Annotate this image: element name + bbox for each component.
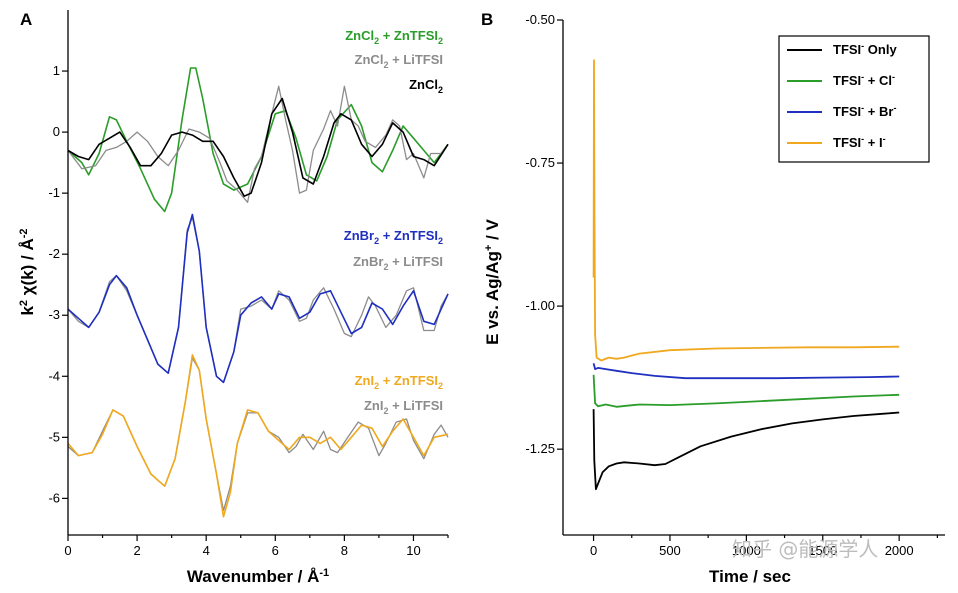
legend-label: TFSI- Only — [833, 41, 897, 57]
series-line-znbr2-1 — [67, 213, 449, 384]
y-tick-label: -1 — [48, 185, 60, 200]
annotation-zncl2-1: ZnCl2 + LiTFSI — [355, 52, 443, 70]
y-tick-label: -1.25 — [525, 441, 555, 456]
legend-label: TFSI- + Br- — [833, 103, 896, 119]
legend-label: TFSI- + I- — [833, 134, 886, 150]
x-tick-label: 4 — [203, 543, 210, 558]
panel-b-x-title: Time / sec — [709, 567, 791, 586]
annotation-zni2-1: ZnI2 + LiTFSI — [364, 398, 443, 416]
annotation-zncl2-0: ZnCl2 + ZnTFSI2 — [345, 28, 443, 46]
series-line-3 — [592, 59, 900, 362]
panel-b-y-title: E vs. Ag/Ag+ / V — [483, 218, 502, 344]
panel-b-ticks: 0 500 1000 1500 2000 -0.50 -0.75 -1.00 -1.25 — [525, 12, 938, 558]
series-line-zni2-1 — [67, 354, 449, 518]
x-tick-label: 1500 — [808, 543, 837, 558]
annotation-zni2-0: ZnI2 + ZnTFSI2 — [355, 373, 443, 391]
y-tick-label: -0.75 — [525, 155, 555, 170]
series-line-0 — [592, 409, 900, 491]
panel-a-letter: A — [20, 10, 32, 29]
y-tick-label: 1 — [53, 63, 60, 78]
annotation-znbr2-0: ZnBr2 + ZnTFSI2 — [344, 228, 443, 246]
x-tick-label: 0 — [64, 543, 71, 558]
watermark: 知乎 @能源学人 — [732, 537, 878, 561]
x-tick-label: 0 — [590, 543, 597, 558]
series-line-zncl2-1 — [67, 85, 449, 203]
y-tick-label: -2 — [48, 246, 60, 261]
panel-b-legend: TFSI- Only TFSI- + Cl- TFSI- + Br- TFSI- + … — [778, 35, 930, 163]
panel-b-series — [592, 59, 900, 491]
annotation-znbr2-1: ZnBr2 + LiTFSI — [353, 254, 443, 272]
panel-b: B 0 500 1000 1500 2000 -0.50 -0.75 -1.00 -1.25 T… — [481, 10, 945, 586]
series-line-zncl2-2 — [67, 97, 449, 197]
series-line-1 — [592, 374, 900, 408]
panel-a-x-title: Wavenumber / Å-1 — [187, 567, 329, 586]
y-tick-label: 0 — [53, 124, 60, 139]
x-tick-label: 2000 — [885, 543, 914, 558]
x-tick-label: 1000 — [732, 543, 761, 558]
y-tick-label: -6 — [48, 490, 60, 505]
y-tick-label: -3 — [48, 307, 60, 322]
panel-a-series — [67, 67, 449, 518]
x-tick-label: 500 — [659, 543, 681, 558]
panel-a-annotations: ZnCl2 + ZnTFSI2 ZnCl2 + LiTFSI ZnCl2 ZnBr2 … — [344, 28, 443, 416]
legend-label: TFSI- + Cl- — [833, 72, 895, 88]
x-tick-label: 8 — [341, 543, 348, 558]
panel-a-y-title: k2 χ(k) / Å-2 — [18, 228, 37, 315]
y-tick-label: -4 — [48, 368, 60, 383]
series-line-2 — [592, 363, 900, 380]
y-tick-label: -1.00 — [525, 298, 555, 313]
y-tick-label: -0.50 — [525, 12, 555, 27]
y-tick-label: -5 — [48, 429, 60, 444]
legend-box — [778, 35, 930, 163]
panel-b-letter: B — [481, 10, 493, 29]
x-tick-label: 2 — [133, 543, 140, 558]
annotation-zncl2-2: ZnCl2 — [409, 77, 443, 95]
x-tick-label: 6 — [272, 543, 279, 558]
x-tick-label: 10 — [406, 543, 420, 558]
